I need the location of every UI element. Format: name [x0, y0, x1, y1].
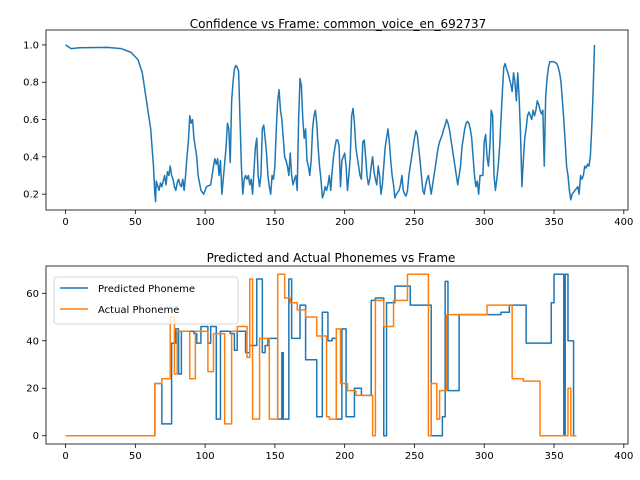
phoneme-y-tick-label: 0 [33, 431, 39, 442]
confidence-series-line-0 [65, 44, 596, 203]
confidence-y-tick-label: 0.6 [23, 115, 39, 126]
phoneme-x-tick-label: 0 [62, 451, 68, 462]
confidence-y-tick-label: 0.8 [23, 78, 39, 89]
confidence-x-tick-label: 200 [335, 217, 354, 228]
confidence-x-tick-label: 300 [475, 217, 494, 228]
phoneme-series-line-1 [65, 273, 577, 437]
phoneme-y-tick-label: 40 [26, 336, 39, 347]
confidence-plot-lines [65, 44, 596, 203]
confidence-x-tick-label: 400 [614, 217, 633, 228]
phoneme-x-tick-label: 400 [614, 451, 633, 462]
phoneme-x-tick-label: 150 [265, 451, 284, 462]
confidence-x-tick-label: 0 [62, 217, 68, 228]
confidence-plot-axes: 0 50 100 150 200 250 300 350 400 0.2 0.4 0.6 0.8 1.0 [23, 40, 633, 228]
confidence-plot-title: Confidence vs Frame: common_voice_en_692… [190, 17, 487, 31]
phoneme-x-tick-label: 50 [129, 451, 142, 462]
phoneme-plot-title: Predicted and Actual Phonemes vs Frame [207, 251, 456, 265]
confidence-x-tick-label: 250 [405, 217, 424, 228]
legend: Predicted Phoneme Actual Phoneme [53, 276, 239, 325]
legend-label-predicted: Predicted Phoneme [98, 284, 195, 295]
confidence-x-tick-label: 150 [265, 217, 284, 228]
confidence-plot: Confidence vs Frame: common_voice_en_692… [23, 17, 633, 228]
phoneme-y-tick-label: 20 [26, 384, 39, 395]
phoneme-plot-frame [45, 265, 629, 445]
confidence-y-tick-label: 1.0 [23, 40, 39, 51]
phoneme-x-tick-label: 200 [335, 451, 354, 462]
legend-label-actual: Actual Phoneme [98, 305, 179, 316]
confidence-x-tick-label: 350 [544, 217, 563, 228]
confidence-plot-frame [45, 29, 629, 211]
confidence-y-tick-label: 0.2 [23, 190, 39, 201]
phoneme-plot: Predicted and Actual Phonemes vs Frame 0… [26, 251, 633, 462]
phoneme-plot-axes: 0 50 100 150 200 250 300 350 400 0 20 40 60 [26, 289, 633, 462]
phoneme-x-tick-label: 100 [196, 451, 215, 462]
phoneme-x-tick-label: 350 [544, 451, 563, 462]
legend-box [53, 276, 239, 325]
confidence-y-tick-label: 0.4 [23, 152, 39, 163]
confidence-x-tick-label: 100 [196, 217, 215, 228]
phoneme-y-tick-label: 60 [26, 289, 39, 300]
phoneme-plot-lines [65, 273, 577, 437]
phoneme-x-tick-label: 300 [475, 451, 494, 462]
phoneme-x-tick-label: 250 [405, 451, 424, 462]
confidence-x-tick-label: 50 [129, 217, 142, 228]
